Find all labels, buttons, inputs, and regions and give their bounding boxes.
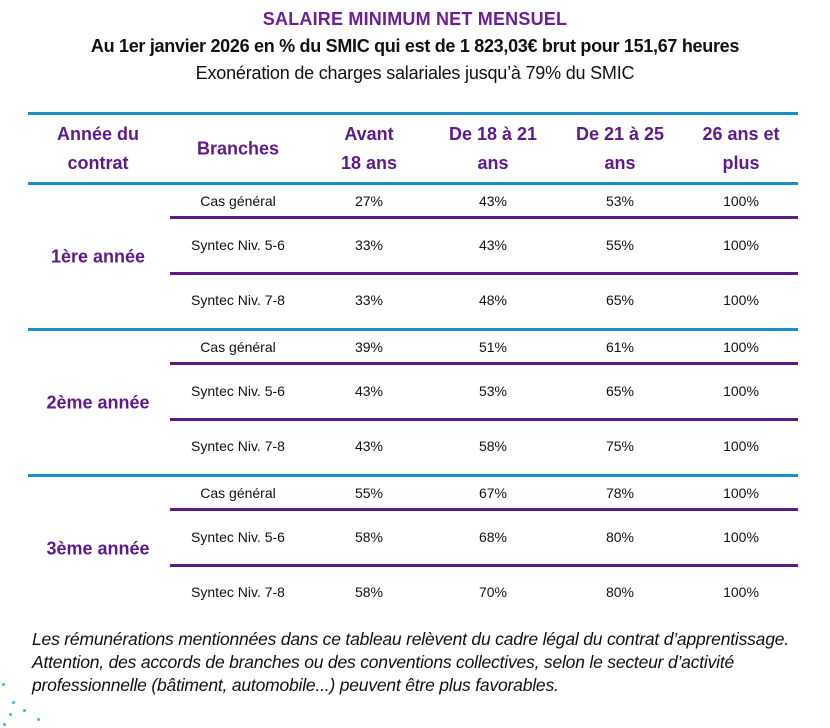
column-header-26-plus: 26 ans et plus [702,120,779,178]
group-separator [28,474,798,477]
year-label: 2ème année [46,392,150,413]
percentage-cell: 58% [354,584,384,600]
percentage-cell: 55% [605,237,635,253]
percentage-cell: 70% [478,584,508,600]
percentage-cell: 80% [605,529,635,545]
branch-label: Syntec Niv. 7-8 [191,292,285,308]
footer-disclaimer: Les rémunérations mentionnées dans ce ta… [32,629,789,695]
percentage-cell: 67% [478,485,508,501]
column-header-line: 18 ans [340,153,398,173]
percentage-cell: 53% [605,193,635,209]
percentage-cell: 65% [605,383,635,399]
branch-label: Cas général [200,485,276,501]
year-label: 1ère année [50,246,146,267]
percentage-cell: 75% [605,438,635,454]
percentage-cell: 48% [478,292,508,308]
percentage-cell: 100% [723,292,759,308]
percentage-cell: 53% [478,383,508,399]
row-separator [170,216,798,219]
table-top-rule [28,112,798,115]
exoneration-note: Exonération de charges salariales jusqu’… [195,63,635,83]
column-header-line: ans [604,153,636,173]
row-separator [170,418,798,421]
percentage-cell: 100% [723,339,759,355]
row-separator [170,272,798,275]
percentage-cell: 100% [723,438,759,454]
percentage-cell: 51% [478,339,508,355]
branch-label: Cas général [200,193,276,209]
percentage-cell: 61% [605,339,635,355]
column-header-line: Avant [344,124,394,144]
column-header-21-25: De 21 à 25 ans [576,120,664,178]
column-header-line: plus [722,153,760,173]
branch-label: Cas général [200,339,276,355]
percentage-cell: 100% [723,193,759,209]
branch-label: Syntec Niv. 7-8 [191,584,285,600]
percentage-cell: 100% [723,529,759,545]
percentage-cell: 55% [354,485,384,501]
column-header-branches: Branches [197,135,279,164]
column-header-line: Branches [196,138,280,159]
row-separator [170,564,798,567]
branch-label: Syntec Niv. 5-6 [191,529,285,545]
percentage-cell: 100% [723,237,759,253]
percentage-cell: 27% [354,193,384,209]
salary-table: Année du contrat Branches Avant 18 ans D… [28,0,798,610]
row-separator [170,362,798,365]
percentage-cell: 43% [478,237,508,253]
percentage-cell: 65% [605,292,635,308]
header-bottom-rule [28,182,798,185]
branch-label: Syntec Niv. 5-6 [191,383,285,399]
percentage-cell: 68% [478,529,508,545]
year-label: 3ème année [46,538,150,559]
percentage-cell: 100% [723,584,759,600]
column-header-18-21: De 18 à 21 ans [449,120,537,178]
percentage-cell: 80% [605,584,635,600]
percentage-cell: 33% [354,292,384,308]
page-subtitle: Au 1er janvier 2026 en % du SMIC qui est… [90,36,740,56]
column-header-line: Année du [56,124,140,144]
page-title: SALAIRE MINIMUM NET MENSUEL [262,9,568,29]
percentage-cell: 43% [478,193,508,209]
column-header-line: ans [477,153,509,173]
percentage-cell: 100% [723,485,759,501]
column-header-line: De 18 à 21 [448,124,538,144]
column-header-under-18: Avant 18 ans [341,120,397,178]
column-header-year: Année du contrat [57,120,139,178]
percentage-cell: 33% [354,237,384,253]
column-header-line: De 21 à 25 [575,124,665,144]
percentage-cell: 58% [354,529,384,545]
percentage-cell: 39% [354,339,384,355]
percentage-cell: 43% [354,383,384,399]
branch-label: Syntec Niv. 5-6 [191,237,285,253]
percentage-cell: 43% [354,438,384,454]
column-header-line: 26 ans et [702,124,780,144]
row-separator [170,508,798,511]
percentage-cell: 100% [723,383,759,399]
column-header-line: contrat [67,153,129,173]
branch-label: Syntec Niv. 7-8 [191,438,285,454]
percentage-cell: 58% [478,438,508,454]
group-separator [28,328,798,331]
percentage-cell: 78% [605,485,635,501]
